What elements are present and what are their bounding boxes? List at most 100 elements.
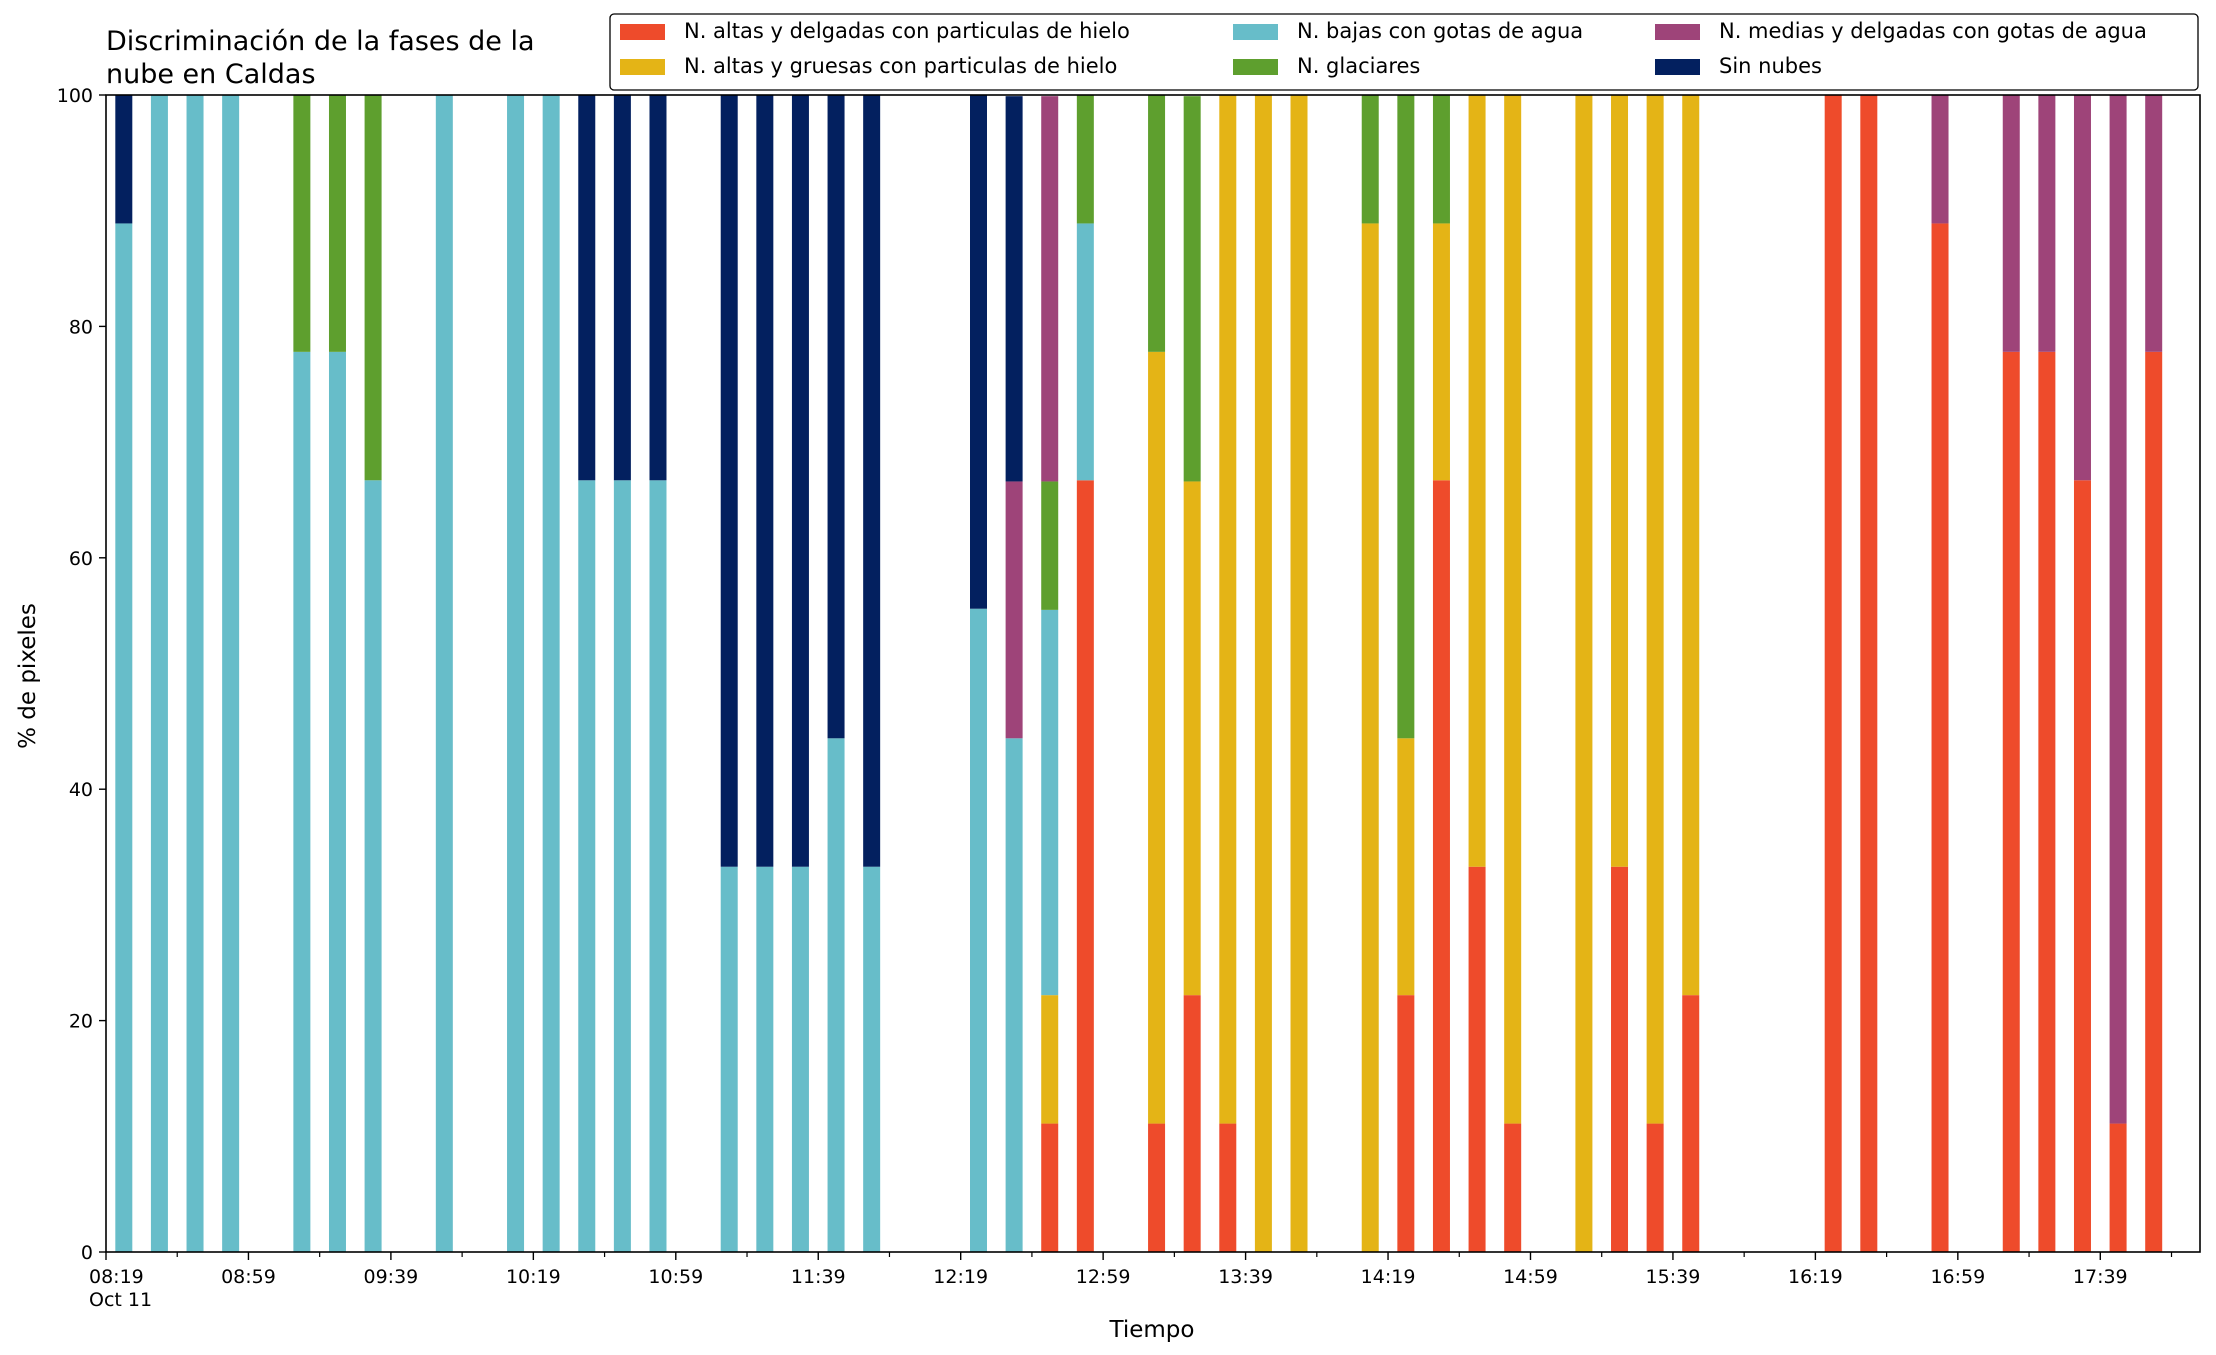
legend-swatch-n-altas-y-gruesas-con-particulas-de-hielo <box>620 59 665 75</box>
bar-segment-n-bajas-con-gotas-de-agua <box>328 351 346 1253</box>
x-tick-label: 09:39 <box>364 1266 419 1288</box>
bar-segment-n-altas-y-delgadas-con-particulas-de-hielo <box>2038 351 2056 1253</box>
bar-segment-sin-nubes <box>115 95 133 224</box>
bar-segment-n-altas-y-delgadas-con-particulas-de-hielo <box>1468 866 1486 1252</box>
legend-swatch-n-bajas-con-gotas-de-agua <box>1233 24 1278 40</box>
legend-swatch-sin-nubes <box>1655 59 1700 75</box>
axes-layer: 0 20 40 60 80 100 08:19 08:59 09:39 10:19 10:59 11:… <box>57 85 2201 1288</box>
bar-segment-n-bajas-con-gotas-de-agua <box>720 866 738 1252</box>
bar-segment-n-altas-y-gruesas-con-particulas-de-hielo <box>1432 223 1450 481</box>
legend: N. altas y delgadas con particulas de hi… <box>609 13 2199 91</box>
bar-segment-n-altas-y-delgadas-con-particulas-de-hielo <box>1432 480 1450 1252</box>
legend-label-sin-nubes: Sin nubes <box>1719 54 1822 78</box>
bar-segment-n-bajas-con-gotas-de-agua <box>542 95 560 1252</box>
bar-segment-n-bajas-con-gotas-de-agua <box>1005 738 1023 1252</box>
y-tick-label: 100 <box>57 85 93 107</box>
bar-segment-n-altas-y-delgadas-con-particulas-de-hielo <box>1824 95 1842 1252</box>
bar-segment-n-altas-y-gruesas-con-particulas-de-hielo <box>1646 95 1664 1124</box>
bar-segment-n-altas-y-delgadas-con-particulas-de-hielo <box>2073 480 2091 1252</box>
bar-segment-n-glaciares <box>293 95 311 352</box>
x-tick-label: 12:19 <box>933 1266 988 1288</box>
y-tick-label: 40 <box>69 779 93 801</box>
y-tick-label: 0 <box>81 1242 93 1264</box>
x-tick-label: 10:59 <box>648 1266 703 1288</box>
bar-segment-sin-nubes <box>791 95 809 867</box>
bar-segment-n-altas-y-delgadas-con-particulas-de-hielo <box>1076 480 1094 1252</box>
bar-segment-n-glaciares <box>1397 95 1415 739</box>
bar-segment-n-altas-y-gruesas-con-particulas-de-hielo <box>1504 95 1522 1124</box>
legend-label-n-altas-y-gruesas-con-particulas-de-hielo: N. altas y gruesas con particulas de hie… <box>684 54 1117 78</box>
x-tick-label: 14:59 <box>1503 1266 1558 1288</box>
bar-segment-n-altas-y-delgadas-con-particulas-de-hielo <box>1183 995 1201 1252</box>
legend-swatch-n-medias-y-delgadas-con-gotas-de-agua <box>1655 24 1700 40</box>
x-tick-label: 11:39 <box>791 1266 846 1288</box>
bar-segment-n-bajas-con-gotas-de-agua <box>150 95 168 1252</box>
bar-segment-n-bajas-con-gotas-de-agua <box>863 866 881 1252</box>
x-tick-label: 08:19 <box>89 1266 144 1288</box>
bar-segment-n-altas-y-delgadas-con-particulas-de-hielo <box>1611 866 1629 1252</box>
bar-segment-sin-nubes <box>578 95 596 481</box>
bar-segment-n-altas-y-delgadas-con-particulas-de-hielo <box>1682 995 1700 1252</box>
bar-segment-sin-nubes <box>720 95 738 867</box>
x-tick-label: 16:59 <box>1930 1266 1985 1288</box>
bar-segment-n-bajas-con-gotas-de-agua <box>186 95 204 1252</box>
legend-swatch-n-altas-y-delgadas-con-particulas-de-hielo <box>620 24 665 40</box>
bar-segment-sin-nubes <box>649 95 667 481</box>
x-tick-label: 15:39 <box>1646 1266 1701 1288</box>
bar-segment-n-bajas-con-gotas-de-agua <box>222 95 240 1252</box>
bar-segment-n-altas-y-delgadas-con-particulas-de-hielo <box>2002 351 2020 1253</box>
bar-segment-n-bajas-con-gotas-de-agua <box>507 95 525 1252</box>
plot-frame <box>105 94 2201 1253</box>
bar-segment-n-altas-y-gruesas-con-particulas-de-hielo <box>1219 95 1237 1124</box>
bar-segment-n-altas-y-gruesas-con-particulas-de-hielo <box>1183 481 1201 996</box>
bar-segment-n-altas-y-delgadas-con-particulas-de-hielo <box>2145 351 2163 1253</box>
bar-segment-n-bajas-con-gotas-de-agua <box>649 480 667 1252</box>
bar-segment-sin-nubes <box>863 95 881 867</box>
y-tick-label: 80 <box>69 316 93 338</box>
bar-segment-sin-nubes <box>1005 96 1023 482</box>
x-tick-label: 10:19 <box>506 1266 561 1288</box>
y-axis-label: % de pixeles <box>15 603 41 749</box>
bar-segment-sin-nubes <box>613 95 631 481</box>
bar-segment-n-altas-y-gruesas-con-particulas-de-hielo <box>1682 95 1700 996</box>
x-axis-date-label: Oct 11 <box>89 1289 152 1311</box>
bars-layer <box>115 95 2163 1253</box>
bar-segment-n-bajas-con-gotas-de-agua <box>293 351 311 1253</box>
bar-segment-sin-nubes <box>970 95 987 609</box>
chart-title-line-2: nube en Caldas <box>106 59 316 90</box>
bar-segment-n-bajas-con-gotas-de-agua <box>1076 223 1094 481</box>
x-tick-label: 12:59 <box>1076 1266 1131 1288</box>
legend-box <box>609 13 2199 91</box>
bar-segment-n-glaciares <box>1076 95 1094 224</box>
bar-segment-n-altas-y-gruesas-con-particulas-de-hielo <box>1575 95 1593 1252</box>
x-tick-label: 16:19 <box>1788 1266 1843 1288</box>
bar-segment-n-bajas-con-gotas-de-agua <box>613 480 631 1252</box>
bar-segment-n-bajas-con-gotas-de-agua <box>791 866 809 1252</box>
bar-segment-n-glaciares <box>1041 481 1059 610</box>
bar-segment-n-altas-y-gruesas-con-particulas-de-hielo <box>1397 738 1415 996</box>
chart-title-line-1: Discriminación de la fases de la <box>106 26 535 57</box>
x-axis-label: Tiempo <box>1109 1317 1195 1343</box>
bar-segment-n-altas-y-gruesas-con-particulas-de-hielo <box>1468 95 1486 867</box>
bar-segment-n-altas-y-delgadas-con-particulas-de-hielo <box>1860 95 1878 1252</box>
x-tick-label: 17:39 <box>2073 1266 2128 1288</box>
legend-label-n-glaciares: N. glaciares <box>1297 54 1420 78</box>
bar-segment-n-medias-y-delgadas-con-gotas-de-agua <box>2073 95 2091 481</box>
bar-segment-n-altas-y-gruesas-con-particulas-de-hielo <box>1611 95 1629 867</box>
bar-segment-n-altas-y-gruesas-con-particulas-de-hielo <box>1254 95 1272 1252</box>
bar-segment-n-medias-y-delgadas-con-gotas-de-agua <box>2038 95 2056 352</box>
bar-segment-n-bajas-con-gotas-de-agua <box>435 95 453 1252</box>
bar-segment-n-glaciares <box>1432 95 1450 224</box>
bar-segment-n-altas-y-gruesas-con-particulas-de-hielo <box>1148 351 1166 1124</box>
bar-segment-sin-nubes <box>756 95 774 867</box>
bar-segment-n-bajas-con-gotas-de-agua <box>364 480 382 1252</box>
x-tick-label: 08:59 <box>221 1266 276 1288</box>
bar-segment-n-bajas-con-gotas-de-agua <box>578 480 596 1252</box>
bar-segment-n-bajas-con-gotas-de-agua <box>756 866 774 1252</box>
bar-segment-n-altas-y-delgadas-con-particulas-de-hielo <box>1148 1123 1166 1252</box>
y-tick-label: 20 <box>69 1011 93 1033</box>
bar-segment-n-altas-y-delgadas-con-particulas-de-hielo <box>1646 1123 1664 1252</box>
bar-segment-n-glaciares <box>328 95 346 352</box>
